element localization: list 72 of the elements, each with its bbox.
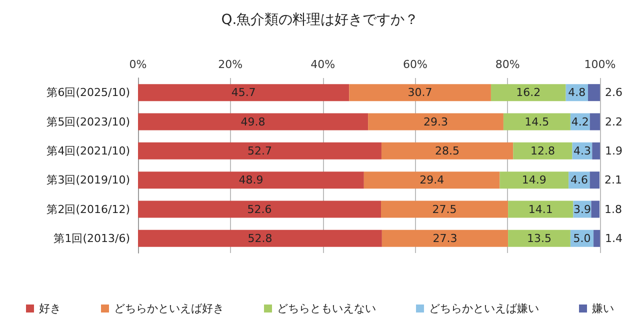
data-label: 2.2	[605, 115, 622, 128]
data-label: 28.5	[435, 144, 460, 158]
data-label: 27.5	[432, 202, 457, 216]
x-tick-label: 20%	[218, 58, 243, 71]
bar	[503, 113, 570, 130]
bar	[594, 230, 600, 247]
data-label: 3.9	[573, 202, 591, 216]
bar	[138, 84, 350, 102]
data-label: 2.1	[604, 174, 622, 187]
bar	[490, 84, 566, 102]
data-label: 48.9	[238, 174, 264, 187]
bar	[138, 113, 368, 130]
y-tick-label: 第6回(2025/10)	[46, 86, 130, 100]
bar	[592, 142, 600, 160]
data-label: 4.8	[568, 86, 586, 100]
legend-label: どちらともいえない	[277, 302, 376, 315]
bar	[349, 84, 491, 102]
y-tick-label: 第1回(2013/6)	[54, 232, 130, 245]
chart-title: Q.魚介類の料理は好きですか？	[221, 12, 419, 28]
data-label: 52.6	[247, 202, 272, 216]
x-tick-label: 100%	[584, 58, 616, 71]
bar	[381, 142, 514, 160]
legend-label: どちらかといえば好き	[114, 302, 224, 315]
data-label: 1.9	[605, 144, 622, 158]
bar	[588, 84, 600, 102]
bar	[381, 200, 508, 218]
legend-label: どちらかといえば嫌い	[429, 302, 539, 315]
bar	[508, 200, 574, 218]
data-label: 52.7	[247, 144, 272, 158]
x-tick-label: 40%	[310, 58, 336, 71]
data-label: 13.5	[526, 232, 552, 245]
data-label: 30.7	[408, 86, 432, 100]
bar	[364, 172, 500, 189]
x-tick-label: 60%	[402, 58, 428, 71]
bar	[590, 172, 600, 189]
bar	[138, 230, 382, 247]
data-label: 14.5	[524, 115, 550, 128]
data-label: 16.2	[516, 86, 541, 100]
data-label: 1.4	[605, 232, 622, 245]
data-label: 14.9	[522, 174, 546, 187]
bar	[138, 200, 382, 218]
data-label: 27.3	[432, 232, 458, 245]
bar	[508, 230, 570, 247]
data-label: 45.7	[231, 86, 256, 100]
data-label: 29.3	[424, 115, 448, 128]
bar	[500, 172, 569, 189]
data-label: 5.0	[573, 232, 591, 245]
data-label: 12.8	[530, 144, 555, 158]
bar	[138, 142, 382, 160]
data-label: 4.6	[570, 174, 588, 187]
x-tick-label: 0%	[129, 58, 147, 71]
bar	[591, 200, 600, 218]
y-tick-label: 第4回(2021/10)	[46, 144, 130, 158]
data-label: 4.3	[573, 144, 591, 158]
bar	[382, 230, 508, 247]
y-tick-label: 第3回(2019/10)	[46, 174, 130, 187]
data-label: 29.4	[420, 174, 444, 187]
data-label: 14.1	[528, 202, 553, 216]
data-label: 52.8	[248, 232, 272, 245]
bar	[138, 172, 364, 189]
bar	[590, 113, 600, 130]
data-label: 49.8	[240, 115, 266, 128]
legend-label: 好き	[39, 302, 61, 315]
data-label: 2.6	[605, 86, 622, 100]
bar	[368, 113, 504, 130]
y-tick-label: 第5回(2023/10)	[46, 115, 130, 128]
y-tick-label: 第2回(2016/12)	[46, 202, 130, 216]
x-tick-label: 80%	[495, 58, 520, 71]
data-label: 1.8	[604, 202, 622, 216]
bar	[513, 142, 572, 160]
data-label: 4.2	[571, 115, 589, 128]
legend-label: 嫌い	[592, 302, 614, 315]
